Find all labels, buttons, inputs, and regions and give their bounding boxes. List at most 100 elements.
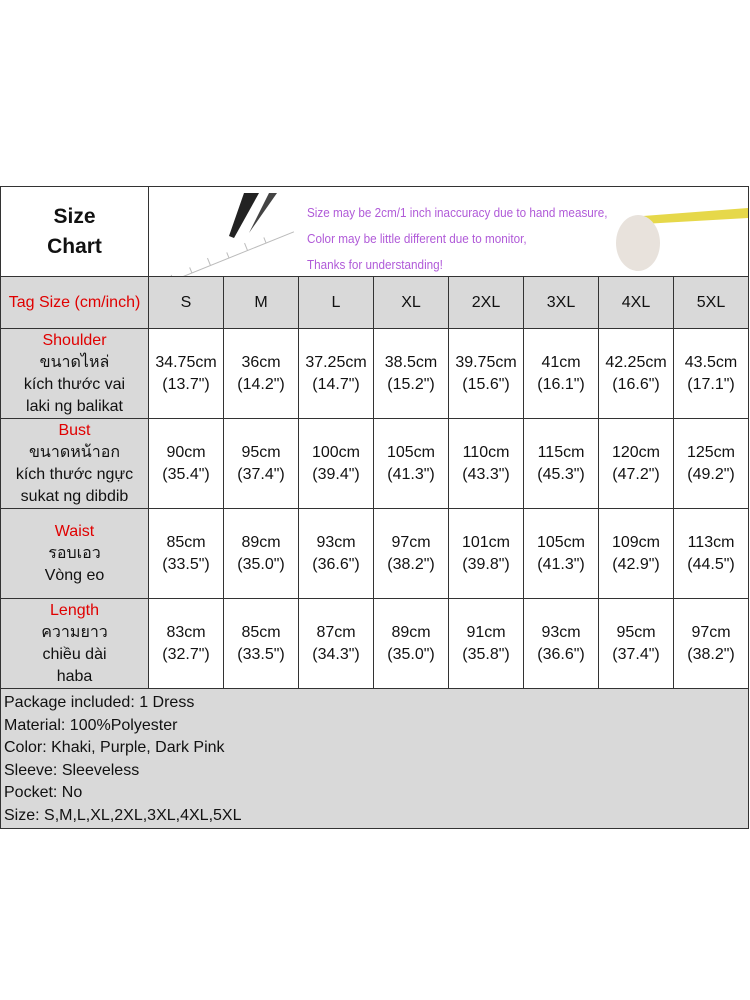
header-row: Size Chart Size may be 2cm/1 inch inaccur… [0, 186, 749, 277]
cm-value: 89cm [391, 623, 431, 641]
inch-value: (34.3") [312, 645, 360, 663]
measurement-cell: 93cm (36.6") [523, 598, 599, 689]
cm-value: 43.5cm [684, 353, 738, 371]
cm-value: 90cm [166, 443, 206, 461]
measurement-cell: 125cm (49.2") [673, 418, 749, 509]
inch-value: (15.2") [387, 375, 435, 393]
cm-value: 93cm [541, 623, 581, 641]
cm-value: 83cm [166, 623, 206, 641]
cm-value: 120cm [611, 443, 661, 461]
inch-value: (42.9") [612, 555, 660, 573]
inch-value: (39.4") [312, 465, 360, 483]
measurement-cell: 101cm (39.8") [448, 508, 524, 599]
measurement-cell: 93cm (36.6") [298, 508, 374, 599]
measurement-translation: kích thước ngực [15, 465, 134, 483]
cm-value: 115cm [537, 443, 585, 461]
cm-value: 41cm [541, 353, 581, 371]
cm-value: 89cm [241, 533, 281, 551]
cm-value: 125cm [686, 443, 736, 461]
measurement-cell: 85cm (33.5") [223, 598, 299, 689]
cm-value: 85cm [241, 623, 281, 641]
inch-value: (35.8") [462, 645, 510, 663]
measurement-cell: 120cm (47.2") [598, 418, 674, 509]
measurement-cell: 83cm (32.7") [148, 598, 224, 689]
size-header: XL [373, 276, 449, 329]
detail-size: Size: S,M,L,XL,2XL,3XL,4XL,5XL [4, 806, 242, 824]
inch-value: (33.5") [237, 645, 285, 663]
size-header: L [298, 276, 374, 329]
cm-value: 91cm [466, 623, 506, 641]
cm-value: 110cm [462, 443, 510, 461]
measurement-cell: 100cm (39.4") [298, 418, 374, 509]
cm-value: 95cm [241, 443, 281, 461]
measurement-cell: 95cm (37.4") [598, 598, 674, 689]
inch-value: (33.5") [162, 555, 210, 573]
measurement-cell: 42.25cm (16.6") [598, 328, 674, 419]
cm-value: 97cm [691, 623, 731, 641]
measurement-cell: 95cm (37.4") [223, 418, 299, 509]
size-header: M [223, 276, 299, 329]
size-header: 2XL [448, 276, 524, 329]
measurement-cell: 37.25cm (14.7") [298, 328, 374, 419]
measurement-row-bust: Bust ขนาดหน้าอก kích thước ngực sukat ng di… [0, 418, 749, 509]
measurement-cell: 87cm (34.3") [298, 598, 374, 689]
measurement-name: Bust [58, 421, 91, 439]
inch-value: (37.4") [612, 645, 660, 663]
measurement-translation: chiều dài [42, 645, 107, 663]
inch-value: (44.5") [687, 555, 735, 573]
inch-value: (47.2") [612, 465, 660, 483]
measurement-cell: 110cm (43.3") [448, 418, 524, 509]
inch-value: (14.2") [237, 375, 285, 393]
inch-value: (38.2") [387, 555, 435, 573]
cm-value: 39.75cm [455, 353, 517, 371]
cm-value: 105cm [536, 533, 586, 551]
inch-value: (43.3") [462, 465, 510, 483]
measurement-cell: 41cm (16.1") [523, 328, 599, 419]
size-chart-table: Size Chart Size may be 2cm/1 inch inaccur… [0, 186, 749, 829]
measurement-label: Length ความยาว chiều dài haba [0, 598, 149, 689]
inch-value: (39.8") [462, 555, 510, 573]
measurement-cell: 105cm (41.3") [373, 418, 449, 509]
inch-value: (35.0") [237, 555, 285, 573]
inch-value: (37.4") [237, 465, 285, 483]
inch-value: (35.0") [387, 645, 435, 663]
measurement-translation: laki ng balikat [26, 397, 123, 415]
inch-value: (16.6") [612, 375, 660, 393]
disclaimer-notes: Size may be 2cm/1 inch inaccuracy due to… [307, 200, 607, 276]
note-line: Color may be little different due to mon… [307, 230, 527, 246]
measurement-cell: 89cm (35.0") [223, 508, 299, 599]
inch-value: (49.2") [687, 465, 735, 483]
note-line: Size may be 2cm/1 inch inaccuracy due to… [307, 204, 608, 220]
detail-color: Color: Khaki, Purple, Dark Pink [4, 739, 225, 756]
inch-value: (13.7") [162, 375, 210, 393]
size-header: S [148, 276, 224, 329]
cm-value: 100cm [311, 443, 361, 461]
inch-value: (38.2") [687, 645, 735, 663]
title-line: Size [53, 204, 96, 228]
cm-value: 34.75cm [155, 353, 217, 371]
hand-tape-measure-illustration [616, 207, 748, 271]
inch-value: (14.7") [312, 375, 360, 393]
cm-value: 38.5cm [384, 353, 438, 371]
measurement-row-length: Length ความยาว chiều dài haba 83cm (32.7") 85c… [0, 598, 749, 689]
measurement-cell: 105cm (41.3") [523, 508, 599, 599]
detail-package: Package included: 1 Dress [4, 694, 195, 711]
size-header: 4XL [598, 276, 674, 329]
measurement-name: Shoulder [42, 331, 107, 349]
measurement-label: Bust ขนาดหน้าอก kích thước ngực sukat ng di… [0, 418, 149, 509]
size-chart-title: Size Chart [0, 186, 149, 277]
measurement-cell: 34.75cm (13.7") [148, 328, 224, 419]
measurement-name: Length [50, 601, 99, 619]
measurement-label: Waist รอบเอว Vòng eo [0, 508, 149, 599]
measurement-translation: ความยาว [41, 623, 108, 641]
measurement-cell: 115cm (45.3") [523, 418, 599, 509]
size-header: 5XL [673, 276, 749, 329]
measurement-row-waist: Waist รอบเอว Vòng eo 85cm (33.5") 89cm (35.0")… [0, 508, 749, 599]
measurement-translation: kích thước vai [23, 375, 126, 393]
measurement-cell: 91cm (35.8") [448, 598, 524, 689]
measurement-cell: 85cm (33.5") [148, 508, 224, 599]
measurement-cell: 89cm (35.0") [373, 598, 449, 689]
measurement-cell: 43.5cm (17.1") [673, 328, 749, 419]
tag-size-label: Tag Size (cm/inch) [0, 276, 149, 329]
inch-value: (15.6") [462, 375, 510, 393]
